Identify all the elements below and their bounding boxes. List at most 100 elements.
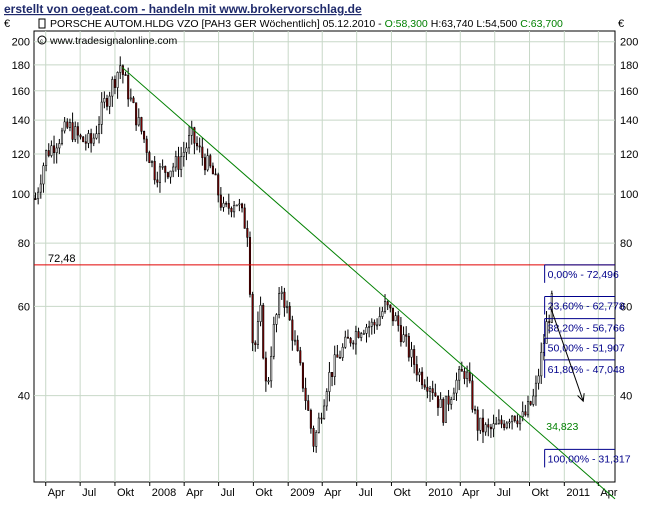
candle-body: [309, 410, 312, 429]
candle-body: [121, 65, 124, 75]
candle-body: [442, 398, 445, 423]
candle-body: [301, 362, 304, 389]
candle-body: [55, 147, 58, 154]
candle-body: [415, 364, 418, 376]
candle-body: [436, 395, 440, 408]
candle-body: [206, 155, 209, 171]
candle-body: [127, 74, 130, 100]
candle-body: [256, 321, 259, 346]
candle-body: [354, 331, 357, 345]
candle-body: [346, 336, 349, 339]
candle-body: [158, 166, 161, 183]
candle-body: [243, 207, 246, 229]
candle-body: [407, 335, 410, 358]
candle-body: [42, 165, 45, 185]
candle-body: [108, 95, 111, 107]
candle-body: [444, 395, 447, 423]
candle-body: [468, 371, 471, 382]
candle-body: [288, 305, 291, 321]
x-tick-label: 2008: [152, 487, 176, 499]
candle-body: [198, 145, 201, 148]
candle-body: [87, 133, 90, 144]
candle-body: [474, 409, 477, 411]
candle-body: [434, 392, 437, 397]
candle-body: [373, 321, 376, 326]
y-tick-label-left: 140: [12, 115, 30, 127]
y-tick-label-right: 100: [620, 189, 638, 201]
candle-body: [92, 137, 95, 144]
candle-body: [124, 74, 127, 76]
y-tick-label-left: 80: [18, 238, 30, 250]
candle-body: [103, 98, 106, 103]
candle-body: [251, 294, 254, 344]
candle-body: [201, 146, 204, 158]
candle-body: [299, 350, 302, 364]
x-tick-label: Jul: [221, 487, 235, 499]
candle-body: [166, 172, 169, 178]
candle-body: [291, 319, 294, 341]
candle-body: [58, 143, 61, 149]
candle-body: [264, 357, 267, 382]
candle-body: [150, 160, 154, 164]
candle-body: [487, 424, 490, 428]
candle-body: [47, 150, 50, 156]
candle-body: [471, 380, 474, 410]
projection-arrowhead: [577, 393, 585, 403]
candle-body: [119, 65, 122, 73]
candle-body: [323, 405, 326, 419]
candle-body: [39, 183, 42, 193]
candle-body: [383, 301, 387, 312]
candle-body: [394, 315, 397, 322]
candle-body: [503, 423, 506, 428]
candle-body: [410, 349, 413, 358]
candle-body: [177, 156, 180, 170]
candle-body: [495, 423, 498, 425]
candle-body: [328, 372, 331, 392]
candle-body: [455, 379, 458, 394]
copyright-icon: [37, 35, 47, 45]
candle-body: [497, 419, 500, 424]
candle-body: [267, 380, 270, 383]
candle-body: [262, 304, 265, 359]
candle-body: [511, 415, 514, 423]
candle-body: [521, 411, 524, 418]
candle-body: [360, 333, 363, 338]
candle-body: [182, 151, 185, 157]
currency-right: €: [618, 18, 624, 30]
candle-body: [548, 321, 551, 323]
x-tick-label: Jul: [359, 487, 373, 499]
candle-body: [479, 417, 482, 431]
candle-body: [82, 136, 85, 143]
x-tick-label: Apr: [186, 487, 203, 499]
candle-body: [418, 371, 421, 376]
candle-body: [524, 411, 527, 416]
candle-body: [137, 117, 140, 126]
candle-body: [195, 142, 199, 147]
candle-body: [235, 204, 238, 207]
x-tick-label: Okt: [532, 487, 549, 499]
candle-body: [362, 333, 365, 335]
candle-body: [63, 121, 66, 132]
candle-body: [169, 170, 172, 178]
candle-body: [317, 417, 320, 433]
candle-body: [508, 421, 511, 424]
candle-body: [286, 305, 289, 308]
candle-body: [447, 395, 450, 405]
candle-body: [140, 117, 143, 132]
candle-body: [534, 382, 537, 397]
candle-body: [95, 133, 98, 139]
candle-body: [513, 415, 516, 422]
y-tick-label-right: 40: [620, 391, 632, 403]
candle-body: [320, 417, 323, 420]
candle-body: [71, 122, 74, 140]
candle-body: [439, 398, 442, 408]
candle-body: [463, 371, 466, 379]
banner-text[interactable]: erstellt von oegeat.com - handeln mit ww…: [4, 2, 362, 16]
candle-body: [450, 399, 453, 405]
candle-body: [156, 179, 159, 183]
candle-body: [270, 355, 273, 382]
y-tick-label-right: 200: [620, 37, 638, 49]
candle-body: [452, 392, 455, 400]
candle-body: [386, 301, 389, 306]
